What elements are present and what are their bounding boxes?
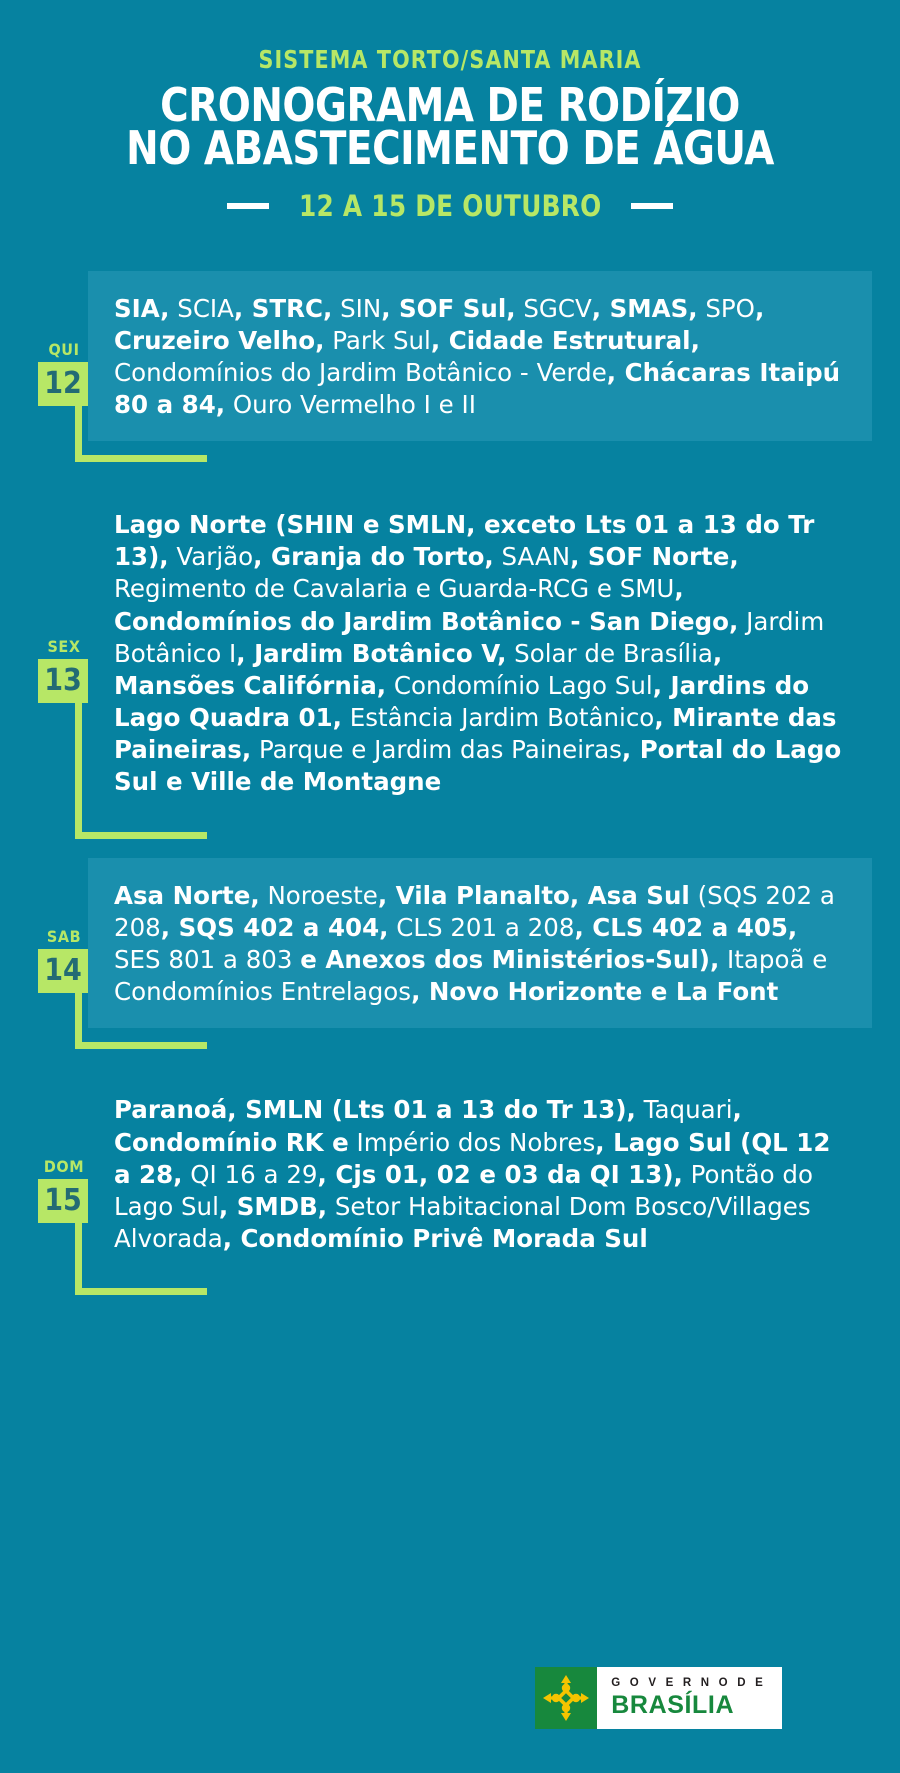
day-marker: QUI 12 bbox=[38, 339, 90, 406]
regions-text: Asa Norte, Noroeste, Vila Planalto, Asa … bbox=[88, 858, 872, 1029]
dash-left-icon bbox=[226, 202, 269, 209]
regions-text: Lago Norte (SHIN e SMLN, exceto Lts 01 a… bbox=[114, 510, 842, 796]
title-line-1: CRONOGRAMA DE RODÍZIO bbox=[160, 77, 740, 132]
logo-brasilia-text: BRASÍLIA bbox=[611, 1691, 735, 1720]
regions-text: SIA, SCIA, STRC, SIN, SOF Sul, SGCV, SMA… bbox=[88, 270, 872, 442]
schedule-card: DOM 15 Paranoá, SMLN (Lts 01 a 13 do Tr 13… bbox=[0, 1072, 900, 1296]
df-compass-arrows-icon bbox=[535, 1667, 598, 1729]
system-eyebrow: SISTEMA TORTO/SANTA MARIA bbox=[258, 45, 642, 74]
regions-text: Paranoá, SMLN (Lts 01 a 13 do Tr 13), Ta… bbox=[114, 1095, 831, 1253]
day-marker: DOM 15 bbox=[38, 1157, 90, 1224]
schedule-card: SAB 14 Asa Norte, Noroeste, Vila Planalto,… bbox=[0, 858, 900, 1050]
weekday-label: DOM bbox=[43, 1157, 85, 1177]
title-line-2: NO ABASTECIMENTO DE ÁGUA bbox=[126, 121, 774, 176]
day-number-chip: 14 bbox=[38, 949, 88, 994]
schedule-card: QUI 12 SIA, SCIA, STRC, SIN, SOF Sul, SGCV… bbox=[0, 270, 900, 462]
day-number-chip: 12 bbox=[38, 361, 88, 406]
logo-wordmark: G O V E R N O D E BRASÍLIA bbox=[597, 1667, 782, 1729]
day-bracket bbox=[75, 1179, 207, 1296]
day-number-chip: 13 bbox=[38, 658, 88, 703]
weekday-label: SAB bbox=[46, 927, 82, 947]
governo-de-brasilia-logo: G O V E R N O D E BRASÍLIA bbox=[535, 1667, 782, 1729]
day-number-chip: 15 bbox=[38, 1179, 88, 1224]
weekday-label: SEX bbox=[47, 636, 81, 656]
weekday-label: QUI bbox=[48, 339, 80, 359]
page-title: CRONOGRAMA DE RODÍZIO NO ABASTECIMENTO D… bbox=[27, 82, 873, 176]
day-bracket bbox=[75, 361, 207, 462]
schedule-list: QUI 12 SIA, SCIA, STRC, SIN, SOF Sul, SGCV… bbox=[0, 270, 900, 1296]
day-marker: SEX 13 bbox=[38, 636, 90, 703]
day-marker: SAB 14 bbox=[38, 927, 90, 994]
date-range-row: 12 A 15 DE OUTUBRO bbox=[0, 189, 900, 223]
schedule-card: SEX 13 Lago Norte (SHIN e SMLN, exceto Lts… bbox=[0, 487, 900, 840]
logo-governo-text: G O V E R N O D E bbox=[611, 1676, 766, 1689]
day-bracket bbox=[75, 949, 207, 1050]
dash-right-icon bbox=[631, 202, 674, 209]
header: SISTEMA TORTO/SANTA MARIA CRONOGRAMA DE … bbox=[0, 0, 900, 223]
day-bracket bbox=[75, 658, 207, 840]
date-range: 12 A 15 DE OUTUBRO bbox=[298, 188, 602, 223]
